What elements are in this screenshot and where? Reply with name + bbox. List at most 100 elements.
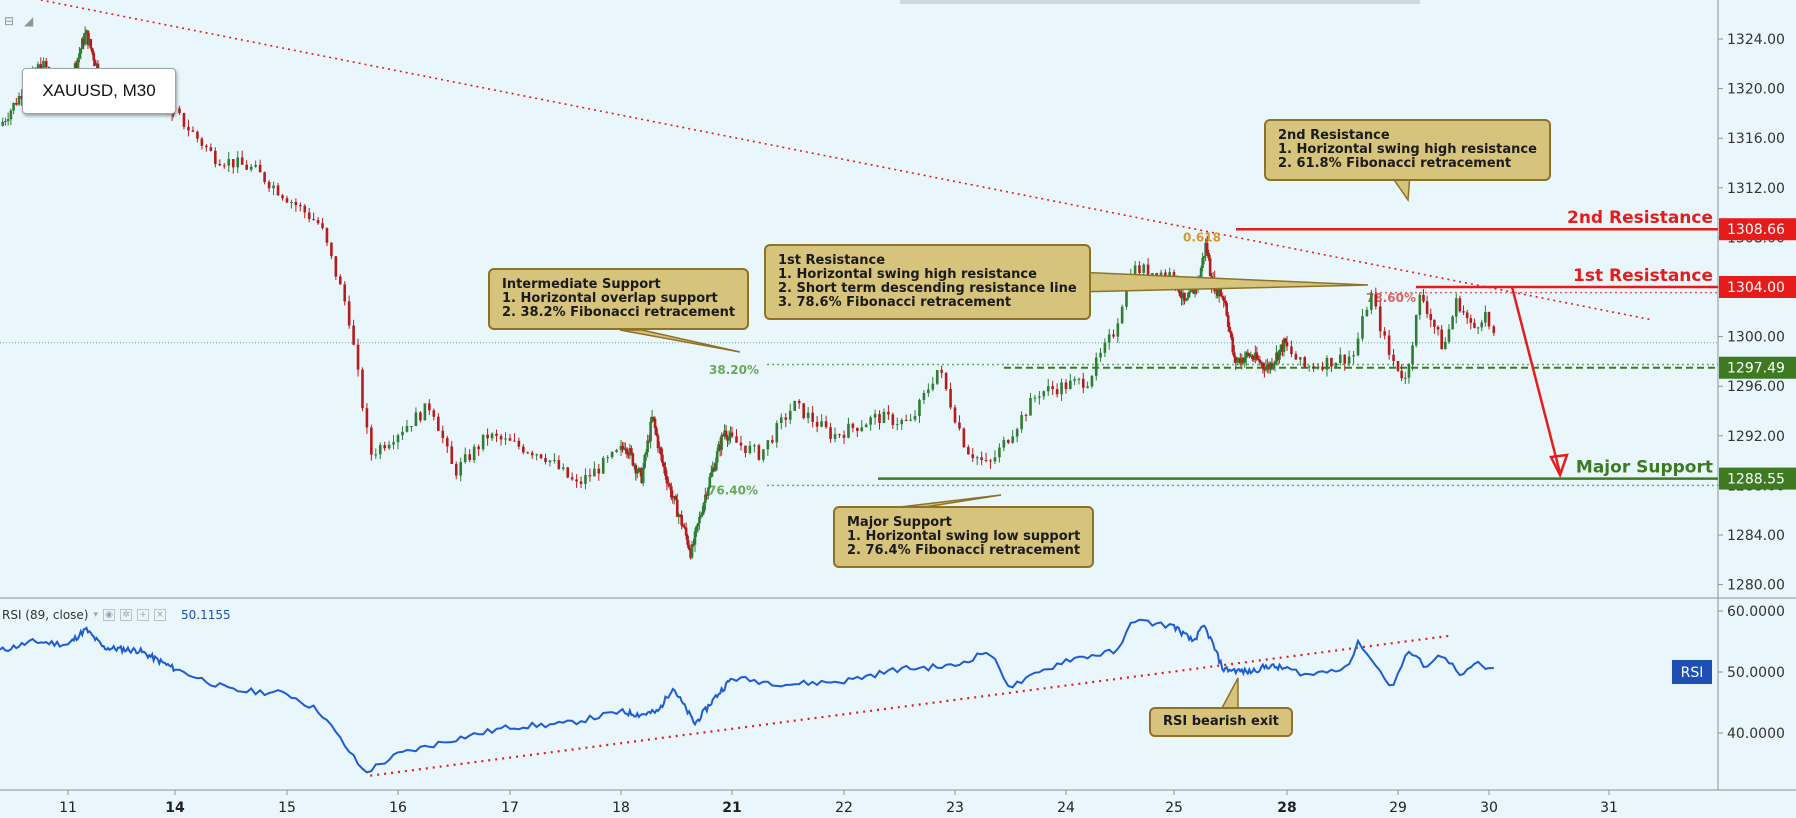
- candle-body: [820, 421, 823, 427]
- candle-body: [93, 60, 97, 66]
- candle-body: [1414, 314, 1418, 346]
- candle-body: [85, 30, 88, 33]
- candle-body: [829, 427, 832, 439]
- candle-body: [428, 403, 431, 411]
- settings-icon[interactable]: ✲: [120, 609, 133, 621]
- candle-body: [1202, 256, 1206, 259]
- candle-body: [684, 527, 688, 536]
- candle-body: [316, 219, 320, 224]
- candle-body: [1307, 366, 1311, 368]
- price-axis-label: 1284.00: [1727, 528, 1785, 544]
- candle-body: [1138, 265, 1141, 273]
- callout-intermediate-support: Intermediate Support 1. Horizontal overl…: [488, 268, 750, 330]
- candle-body: [495, 433, 498, 436]
- candle-body: [499, 435, 503, 440]
- candle-body: [1429, 313, 1433, 320]
- candle-body: [989, 460, 992, 462]
- eye-icon[interactable]: ◉: [103, 609, 116, 621]
- candle-body: [900, 419, 904, 425]
- candle-body: [1422, 294, 1425, 302]
- candle-body: [842, 434, 846, 438]
- candle-body: [958, 422, 961, 429]
- fibonacci-label: 38.20%: [709, 363, 759, 377]
- candle-body: [802, 403, 805, 419]
- candle-body: [4, 121, 7, 123]
- candle-body: [414, 412, 418, 427]
- candle-body: [9, 110, 13, 120]
- candle-body: [913, 416, 917, 420]
- candle-body: [698, 517, 701, 524]
- candle-body: [615, 450, 618, 452]
- candle-body: [370, 427, 373, 455]
- candle-body: [1267, 364, 1271, 370]
- candle-body: [44, 61, 48, 68]
- candle-body: [1254, 352, 1257, 360]
- fibonacci-label: 78.60%: [1366, 291, 1416, 305]
- collapse-icon[interactable]: ⊟: [4, 14, 15, 28]
- candle-body: [1383, 331, 1386, 336]
- candle-body: [1303, 357, 1307, 367]
- candle-body: [1055, 389, 1059, 395]
- candle-body: [935, 370, 939, 384]
- candle-body: [647, 440, 651, 442]
- candle-body: [561, 467, 565, 469]
- candle-body: [707, 487, 710, 496]
- candle-body: [715, 451, 719, 463]
- callout-second-resistance: 2nd Resistance 1. Horizontal swing high …: [1264, 119, 1551, 181]
- candle-body: [887, 411, 890, 415]
- candle-body: [652, 416, 655, 419]
- time-axis-label: 16: [389, 800, 407, 816]
- candle-body: [1237, 357, 1241, 361]
- candle-body: [454, 463, 458, 476]
- candle-body: [445, 438, 449, 447]
- candle-body: [661, 454, 664, 464]
- candle-body: [1255, 352, 1259, 359]
- candle-body: [640, 470, 644, 484]
- candle-body: [720, 435, 723, 450]
- candle-body: [704, 494, 707, 503]
- candle-body: [1285, 342, 1289, 347]
- candle-body: [1020, 414, 1023, 430]
- close-icon[interactable]: ×: [154, 609, 167, 621]
- candle-body: [702, 502, 706, 513]
- candle-body: [1403, 377, 1407, 379]
- candle-body: [687, 544, 691, 550]
- candle-body: [1033, 397, 1037, 399]
- candle-body: [597, 468, 601, 474]
- candle-body: [76, 58, 80, 69]
- projection-arrow-head: [1549, 453, 1569, 479]
- candle-body: [683, 526, 686, 528]
- rsi-axis-label: 40.0000: [1727, 726, 1785, 742]
- candle-body: [644, 452, 648, 455]
- candle-body: [1299, 357, 1302, 360]
- candle-body: [1338, 354, 1342, 363]
- candle-body: [222, 165, 226, 167]
- candle-body: [1252, 358, 1256, 360]
- rsi-dropdown-icon[interactable]: ▾: [93, 610, 99, 620]
- price-axis-label: 1300.00: [1727, 330, 1785, 346]
- price-level-tag-label: 1288.55: [1727, 472, 1785, 488]
- candle-body: [526, 452, 530, 454]
- candle-body: [1312, 366, 1315, 369]
- candle-body: [361, 369, 364, 409]
- price-axis-label: 1296.00: [1727, 379, 1785, 395]
- candle-body: [775, 423, 779, 443]
- candle-body: [437, 416, 440, 431]
- candle-body: [1107, 334, 1111, 343]
- expand-icon[interactable]: ◢: [24, 14, 34, 28]
- candle-body: [15, 102, 18, 105]
- candle-body: [539, 454, 543, 459]
- candle-body: [584, 475, 587, 484]
- candle-body: [307, 212, 311, 220]
- candle-body: [1222, 297, 1226, 301]
- callout-first-resistance: 1st Resistance 1. Horizontal swing high …: [764, 244, 1091, 320]
- candle-body: [638, 468, 642, 471]
- candle-body: [833, 434, 837, 439]
- candle-body: [624, 448, 627, 450]
- candle-body: [1469, 318, 1473, 323]
- candle-body: [82, 38, 85, 45]
- add-icon[interactable]: +: [137, 609, 150, 621]
- candle-body: [873, 413, 877, 418]
- candle-body: [677, 514, 681, 517]
- candle-body: [1099, 352, 1102, 358]
